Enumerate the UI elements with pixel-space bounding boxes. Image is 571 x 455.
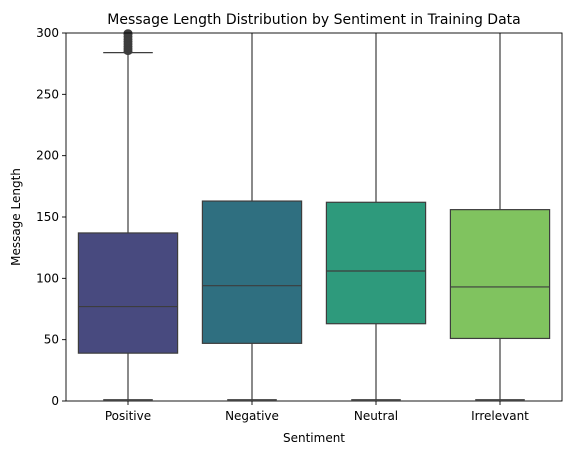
boxes-layer — [77, 29, 551, 401]
x-tick-label: Irrelevant — [471, 409, 529, 423]
chart-title: Message Length Distribution by Sentiment… — [107, 12, 520, 28]
y-tick-label: 300 — [36, 26, 59, 40]
y-axis-label: Message Length — [9, 168, 23, 266]
x-axis: Positive Negative Neutral Irrelevant — [105, 401, 529, 423]
box-group-irrelevant — [449, 33, 551, 401]
y-tick-label: 150 — [36, 210, 59, 224]
box-group-neutral — [325, 33, 427, 401]
box-group-positive — [77, 29, 179, 401]
box-group-negative — [201, 33, 303, 401]
iqr-box — [201, 200, 303, 344]
iqr-box — [449, 209, 551, 340]
y-tick-label: 250 — [36, 87, 59, 101]
iqr-box — [77, 232, 179, 354]
x-axis-label: Sentiment — [283, 431, 345, 445]
y-tick-label: 200 — [36, 149, 59, 163]
iqr-box — [325, 201, 427, 325]
y-axis: 0 50 100 150 200 250 300 — [36, 26, 66, 408]
y-tick-label: 100 — [36, 271, 59, 285]
y-tick-label: 50 — [44, 333, 59, 347]
y-tick-label: 0 — [51, 394, 59, 408]
x-tick-label: Negative — [225, 409, 279, 423]
x-tick-label: Neutral — [354, 409, 398, 423]
x-tick-label: Positive — [105, 409, 151, 423]
